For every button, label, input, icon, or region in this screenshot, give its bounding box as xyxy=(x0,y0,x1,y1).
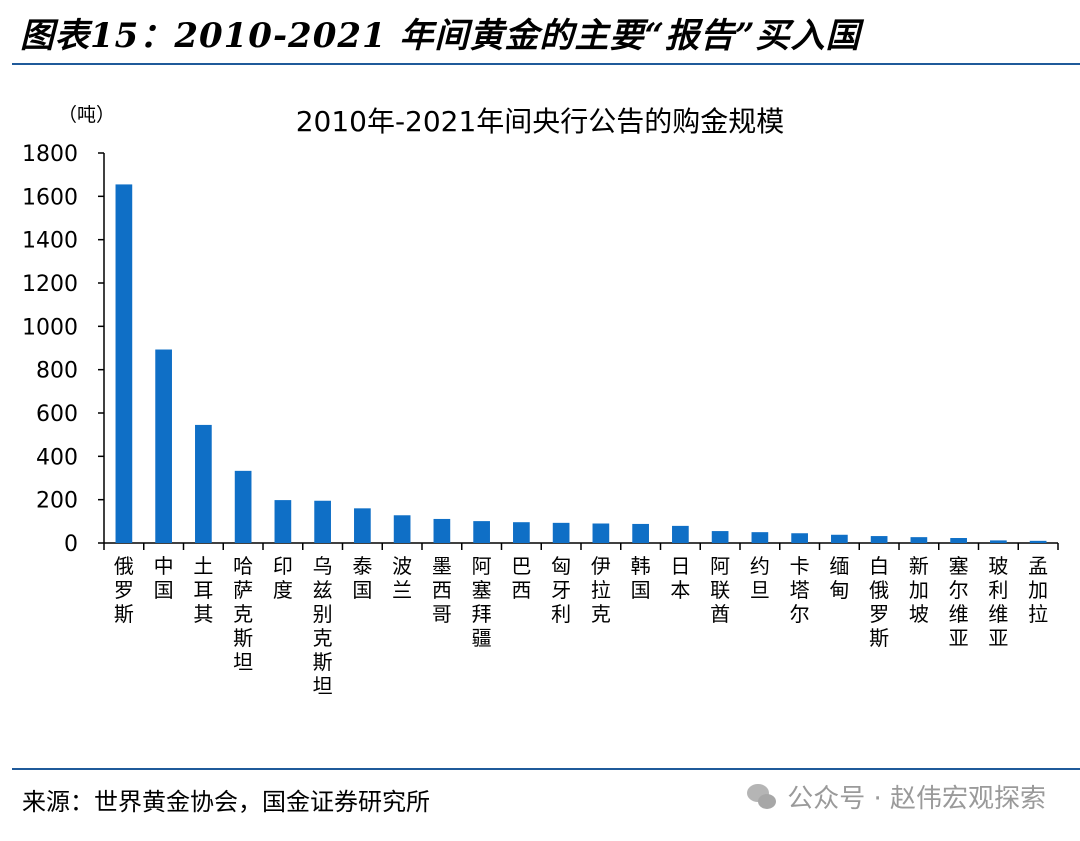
y-tick-label: 600 xyxy=(36,402,78,427)
x-axis xyxy=(103,542,1059,550)
x-category-label: 约旦 xyxy=(750,554,770,602)
x-category-label: 玻利维亚 xyxy=(988,554,1008,650)
bar xyxy=(552,522,570,543)
x-category-label: 缅甸 xyxy=(829,554,849,602)
bar xyxy=(1029,540,1047,543)
x-category-label: 匈牙利 xyxy=(551,554,571,626)
y-tick-label: 1600 xyxy=(22,185,78,210)
bar xyxy=(711,531,729,543)
bar-chart: 2010年-2021年间央行公告的购金规模 （吨） 0 200 400 600 800 1… xyxy=(22,104,1059,698)
watermark: 公众号 · 赵伟宏观探索 xyxy=(747,778,1046,815)
x-category-label: 泰国 xyxy=(352,554,372,602)
y-tick-label: 1400 xyxy=(22,229,78,254)
bar xyxy=(672,525,689,543)
bar xyxy=(831,534,848,543)
source-note: 来源：世界黄金协会，国金证券研究所 xyxy=(22,788,430,816)
x-category-label: 印度 xyxy=(273,554,293,602)
bar xyxy=(274,500,292,543)
bar xyxy=(592,523,610,543)
bar xyxy=(473,521,490,543)
x-category-label: 哈萨克斯坦 xyxy=(233,554,253,674)
bar xyxy=(751,532,769,543)
bar xyxy=(155,349,172,543)
figure-title: 图表15：2010-2021 年间黄金的主要“报告”买入国 xyxy=(20,16,861,56)
y-tick-label: 0 xyxy=(64,532,78,557)
y-tick-label: 1000 xyxy=(22,315,78,340)
x-category-label: 乌兹别克斯坦 xyxy=(313,554,333,698)
bar xyxy=(950,538,967,543)
x-category-label: 塞尔维亚 xyxy=(949,554,969,650)
bar xyxy=(354,508,371,543)
x-category-label: 卡塔尔 xyxy=(790,554,810,626)
bar xyxy=(314,500,331,543)
bar xyxy=(195,424,212,543)
x-category-label: 波兰 xyxy=(392,554,412,602)
bar xyxy=(433,518,451,543)
y-axis-unit: （吨） xyxy=(58,104,115,126)
x-category-label: 俄罗斯 xyxy=(114,554,134,626)
bar xyxy=(870,536,888,543)
x-category-label: 墨西哥 xyxy=(432,554,452,626)
bar xyxy=(513,522,530,543)
x-category-label: 伊拉克 xyxy=(591,554,611,626)
x-category-label: 韩国 xyxy=(631,554,651,602)
top-rule xyxy=(12,63,1080,65)
y-tick-label: 800 xyxy=(36,359,78,384)
wechat-icon xyxy=(747,782,777,812)
watermark-text: 公众号 · 赵伟宏观探索 xyxy=(787,784,1046,814)
bar xyxy=(791,533,808,543)
y-tick-label: 400 xyxy=(36,445,78,470)
bar xyxy=(393,515,411,543)
bottom-rule xyxy=(12,768,1080,770)
chart-title: 2010年-2021年间央行公告的购金规模 xyxy=(296,105,785,138)
x-category-label: 新加坡 xyxy=(909,554,929,626)
x-category-label: 白俄罗斯 xyxy=(869,554,889,650)
bar xyxy=(115,184,133,543)
x-category-label: 阿塞拜疆 xyxy=(472,554,492,650)
bar xyxy=(632,523,649,543)
y-tick-label: 1800 xyxy=(22,142,78,167)
x-category-label: 阿联酋 xyxy=(710,554,730,626)
x-category-label: 中国 xyxy=(154,554,174,602)
x-category-label: 土耳其 xyxy=(193,554,213,626)
x-category-label: 巴西 xyxy=(511,554,531,602)
category-labels: 俄罗斯中国土耳其哈萨克斯坦印度乌兹别克斯坦泰国波兰墨西哥阿塞拜疆巴西匈牙利伊拉克… xyxy=(114,554,1048,698)
y-tick-label: 200 xyxy=(36,489,78,514)
y-tick-label: 1200 xyxy=(22,272,78,297)
bar xyxy=(234,470,252,543)
bars xyxy=(115,184,1047,543)
bar xyxy=(910,537,928,543)
x-category-label: 孟加拉 xyxy=(1028,554,1048,626)
bar xyxy=(990,540,1007,543)
x-category-label: 日本 xyxy=(670,554,690,602)
y-axis: 0 200 400 600 800 1000 1200 1400 1600 1800 xyxy=(22,142,105,557)
